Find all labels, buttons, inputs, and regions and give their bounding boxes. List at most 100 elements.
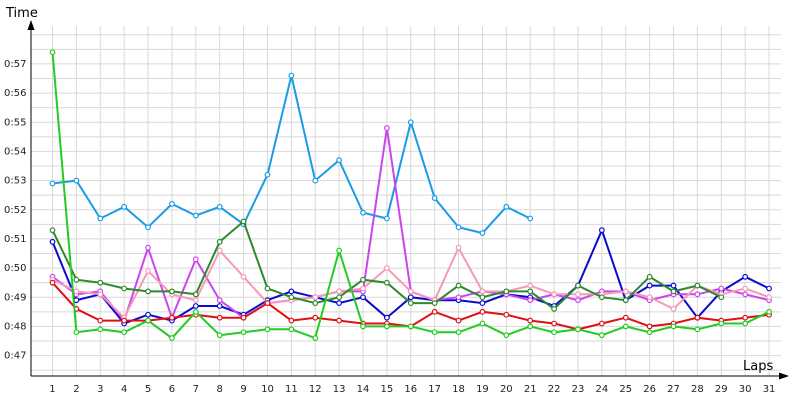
data-point bbox=[240, 329, 247, 336]
data-point bbox=[73, 177, 80, 184]
data-point bbox=[97, 215, 104, 222]
series-layer bbox=[49, 49, 772, 341]
data-point bbox=[431, 308, 438, 315]
data-point bbox=[145, 268, 151, 274]
data-point bbox=[216, 332, 223, 339]
x-tick-label: 30 bbox=[739, 384, 752, 395]
data-point bbox=[49, 180, 56, 187]
data-point bbox=[336, 247, 343, 254]
data-point bbox=[742, 314, 749, 321]
data-point bbox=[336, 157, 343, 164]
data-point bbox=[455, 244, 462, 251]
data-point bbox=[551, 306, 557, 312]
data-point bbox=[598, 227, 605, 234]
data-point bbox=[598, 294, 605, 301]
data-point bbox=[598, 332, 605, 339]
x-tick-label: 14 bbox=[357, 384, 370, 395]
data-point bbox=[216, 303, 223, 309]
x-tick-label: 24 bbox=[595, 384, 608, 395]
data-point bbox=[670, 282, 677, 289]
x-tick-label: 26 bbox=[643, 384, 656, 395]
data-point bbox=[527, 215, 534, 222]
data-point bbox=[288, 294, 295, 301]
data-point bbox=[431, 329, 438, 336]
data-point bbox=[288, 72, 295, 79]
x-tick-label: 21 bbox=[524, 384, 537, 395]
x-tick-label: 29 bbox=[715, 384, 728, 395]
data-point bbox=[360, 276, 366, 283]
data-point bbox=[479, 320, 486, 327]
data-point bbox=[192, 308, 199, 315]
data-point bbox=[97, 279, 104, 286]
data-point bbox=[527, 297, 534, 304]
data-point bbox=[288, 326, 295, 333]
data-point bbox=[407, 300, 414, 306]
data-point bbox=[97, 326, 104, 333]
data-point bbox=[383, 314, 390, 321]
data-point bbox=[718, 285, 725, 292]
data-point bbox=[169, 201, 175, 207]
data-point bbox=[742, 320, 749, 327]
data-point bbox=[383, 265, 390, 271]
data-point bbox=[718, 294, 725, 301]
y-tick-label: 0:56 bbox=[4, 88, 26, 99]
x-tick-label: 22 bbox=[548, 384, 561, 395]
data-point bbox=[622, 288, 629, 295]
data-point bbox=[646, 323, 653, 330]
data-point bbox=[192, 297, 199, 304]
data-point bbox=[670, 323, 677, 330]
data-point bbox=[407, 288, 414, 295]
data-point bbox=[145, 224, 151, 231]
data-point bbox=[216, 238, 223, 245]
y-tick-label: 0:49 bbox=[4, 292, 26, 303]
data-point bbox=[455, 329, 462, 336]
data-point bbox=[407, 119, 414, 126]
data-point bbox=[670, 288, 677, 295]
data-point bbox=[336, 288, 343, 295]
data-point bbox=[312, 300, 319, 306]
data-point bbox=[766, 285, 772, 292]
data-point bbox=[479, 288, 486, 295]
data-point bbox=[455, 294, 462, 301]
data-point bbox=[336, 317, 343, 324]
x-tick-labels: 1 2 3 4 5 6 7 8 9 10 11 12 13 14 15 16 17 18 19 20 21 22 23 24 2… bbox=[49, 384, 775, 395]
data-point bbox=[646, 294, 653, 301]
x-tick-label: 10 bbox=[261, 384, 274, 395]
x-tick-label: 17 bbox=[428, 384, 441, 395]
data-point bbox=[622, 314, 629, 321]
data-point bbox=[264, 300, 271, 306]
data-point bbox=[766, 294, 772, 301]
data-point bbox=[598, 320, 605, 327]
data-point bbox=[312, 314, 319, 321]
y-tick-label: 0:52 bbox=[4, 205, 26, 216]
x-tick-label: 1 bbox=[49, 384, 55, 395]
data-point bbox=[431, 195, 438, 201]
data-point bbox=[694, 314, 701, 321]
data-point bbox=[646, 282, 653, 289]
data-point bbox=[121, 203, 128, 210]
data-point bbox=[383, 279, 390, 286]
data-point bbox=[551, 291, 557, 298]
x-tick-label: 11 bbox=[285, 384, 298, 395]
x-tick-label: 3 bbox=[97, 384, 103, 395]
series-6 bbox=[49, 218, 725, 312]
data-point bbox=[694, 282, 701, 289]
data-point bbox=[503, 311, 510, 318]
data-point bbox=[766, 308, 772, 315]
data-point bbox=[646, 329, 653, 336]
data-point bbox=[575, 297, 581, 304]
data-point bbox=[192, 291, 199, 298]
series-1 bbox=[49, 72, 534, 236]
data-point bbox=[192, 212, 199, 219]
data-point bbox=[407, 294, 414, 301]
x-tick-label: 7 bbox=[193, 384, 199, 395]
data-point bbox=[670, 306, 677, 312]
data-point bbox=[216, 297, 223, 304]
y-tick-label: 0:50 bbox=[4, 263, 26, 274]
x-tick-label: 19 bbox=[476, 384, 489, 395]
data-point bbox=[97, 317, 104, 324]
data-point bbox=[288, 288, 295, 295]
data-point bbox=[407, 323, 414, 330]
data-point bbox=[503, 203, 510, 210]
data-point bbox=[216, 247, 223, 254]
